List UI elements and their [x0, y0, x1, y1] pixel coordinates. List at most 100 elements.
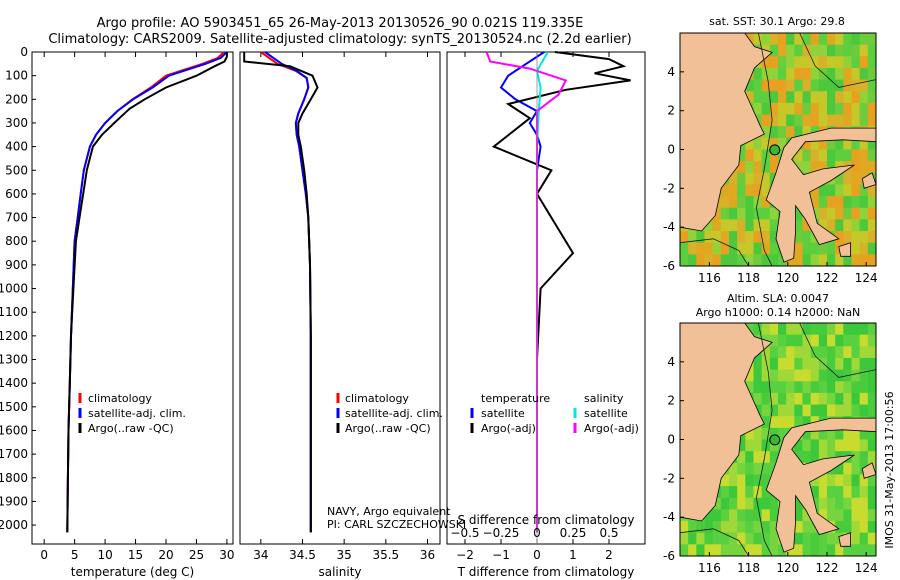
- map_sla-ocean-cell: [827, 439, 836, 452]
- map_sst-contour-line: [755, 33, 773, 266]
- map_sst-ocean-cell: [867, 254, 876, 266]
- salinity-legend-label: Argo(..raw -QC): [345, 422, 431, 435]
- map_sla-ocean-cell: [802, 381, 812, 394]
- map_sla-xtick-label: 122: [816, 561, 839, 575]
- map_sst-ocean-cell: [867, 161, 876, 174]
- map_sla-ocean-cell: [704, 544, 714, 556]
- map_sst-ocean-cell: [745, 196, 754, 209]
- map_sla-ocean-cell: [769, 381, 779, 394]
- map_sla-ocean-cell: [835, 346, 844, 359]
- map_sst-ocean-cell: [802, 44, 812, 57]
- map_sla-ocean-cell: [769, 544, 779, 556]
- map_sla-ocean-cell: [696, 521, 705, 534]
- temperature-ytick-label: 0: [20, 45, 28, 59]
- salinity-xtick-label: 34.5: [289, 548, 316, 562]
- map_sla-xtick-label: 118: [737, 561, 760, 575]
- map_sst-ocean-cell: [753, 67, 763, 81]
- map_sst-ocean-cell: [818, 207, 828, 220]
- map_sst-ocean-cell: [810, 114, 820, 127]
- temperature-ytick-label: 300: [5, 116, 28, 130]
- map_sla-ocean-cell: [729, 497, 738, 510]
- map_sst-ocean-cell: [867, 137, 876, 150]
- map_sst-ocean-cell: [794, 56, 803, 69]
- map_sst-ocean-cell: [867, 91, 876, 104]
- map_sst-ocean-cell: [761, 242, 771, 255]
- map_sla-ocean-cell: [745, 509, 754, 522]
- map_sst-ocean-cell: [761, 172, 771, 185]
- map_sst-ocean-cell: [753, 137, 763, 150]
- map_sst-ocean-cell: [859, 102, 869, 116]
- map_sst-ocean-cell: [745, 137, 754, 150]
- map_sst-ocean-cell: [859, 196, 869, 209]
- temperature-panel: 0 5 10 15 20 25 300100200300400500600700800900…: [0, 45, 235, 579]
- temperature-plot-frame: [31, 51, 234, 545]
- difference-xtick2-label: 0: [533, 526, 541, 540]
- map_sst-ocean-cell: [810, 67, 820, 81]
- temperature-ytick-label: 1100: [0, 305, 28, 319]
- map_sla-ocean-cell: [867, 334, 876, 347]
- map_sla-ocean-cell: [818, 392, 828, 406]
- map_sst-ocean-cell: [843, 137, 852, 150]
- map_sla-ocean-cell: [818, 381, 828, 394]
- map_sla-ocean-cell: [778, 334, 787, 347]
- map_sla-ocean-cell: [867, 323, 876, 336]
- map_sst-ocean-cell: [729, 196, 738, 209]
- map_sla-xtick-label: 124: [855, 561, 878, 575]
- map_sst-ocean-cell: [778, 79, 787, 92]
- map_sla-ocean-cell: [827, 544, 836, 556]
- map_sla-ocean-cell: [843, 323, 852, 336]
- map_sla-ocean-cell: [794, 451, 803, 464]
- map_sla-ocean-cell: [851, 474, 861, 487]
- map_sla-ocean-cell: [843, 381, 852, 394]
- map_sst-ocean-cell: [745, 161, 754, 174]
- map_sla-ocean-cell: [827, 532, 836, 545]
- header-title-line2: Climatology: CARS2009. Satellite-adjuste…: [48, 32, 631, 47]
- map_sst-ocean-cell: [761, 184, 771, 197]
- map_sla-ocean-cell: [745, 451, 754, 464]
- map_sst-ocean-cell: [835, 219, 844, 232]
- map_sst-ocean-cell: [688, 231, 697, 244]
- map_sla-ocean-cell: [802, 323, 812, 336]
- difference-legend-label: Argo(-adj): [584, 422, 639, 435]
- map_sst-ocean-cell: [802, 91, 812, 104]
- difference-xtick-label: −2: [456, 548, 474, 562]
- map_sst-ocean-cell: [843, 219, 852, 232]
- map_sla-ocean-cell: [786, 404, 795, 417]
- difference-legend-label: Argo(-adj): [481, 422, 536, 435]
- map_sst-ocean-cell: [818, 44, 828, 57]
- map_sst-ocean-cell: [843, 207, 852, 220]
- map_sst-ocean-cell: [851, 161, 861, 174]
- map_sst-ocean-cell: [729, 207, 738, 220]
- map_sla-ocean-cell: [745, 427, 754, 440]
- map_sst-ocean-cell: [769, 33, 779, 46]
- map_sla-ocean-cell: [827, 404, 836, 417]
- map_sst-ocean-cell: [843, 91, 852, 104]
- map_sla-ocean-cell: [843, 509, 852, 522]
- map_sla-ocean-cell: [867, 381, 876, 394]
- map_sst-ocean-cell: [753, 231, 763, 244]
- map_sst-ocean-cell: [802, 219, 812, 232]
- map_sla-ocean-cell: [810, 346, 820, 359]
- map_sla-ocean-cell: [835, 381, 844, 394]
- map_sla-ocean-cell: [745, 486, 754, 499]
- map_sla-ocean-cell: [761, 392, 771, 406]
- map_sst-ocean-cell: [769, 254, 779, 266]
- map_sla-ocean-cell: [827, 357, 836, 371]
- map_sst-xtick-label: 120: [776, 271, 799, 285]
- map_sst-ocean-cell: [745, 184, 754, 197]
- map_sla-ocean-cell: [720, 544, 730, 556]
- map_sla-ocean-cell: [761, 521, 771, 534]
- map_sst-ocean-cell: [859, 114, 869, 127]
- map_sst-ocean-cell: [818, 137, 828, 150]
- map_sst-ocean-cell: [835, 91, 844, 104]
- map_sst-ocean-cell: [867, 184, 876, 197]
- map_sla-ocean-cell: [802, 357, 812, 371]
- map_sla-ocean-cell: [818, 532, 828, 545]
- map_sst-ocean-cell: [794, 231, 803, 244]
- map_sla-ocean-cell: [851, 357, 861, 371]
- map_sla-ocean-cell: [712, 532, 722, 545]
- temperature-ytick-label: 700: [5, 211, 28, 225]
- map_sst-ocean-cell: [802, 67, 812, 81]
- map_sla-ocean-cell: [737, 509, 746, 522]
- map_sst-ocean-cell: [802, 254, 812, 266]
